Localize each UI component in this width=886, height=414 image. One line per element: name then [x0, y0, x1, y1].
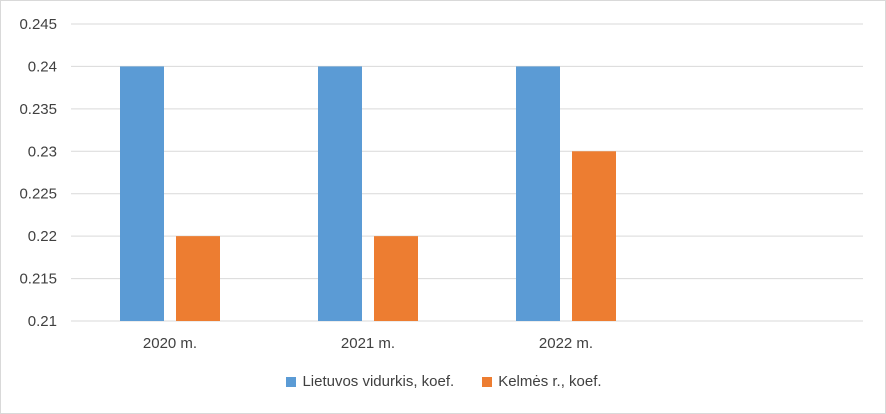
x-tick-label: 2020 m.: [143, 335, 197, 352]
y-tick-label: 0.245: [19, 16, 57, 33]
legend-label-series-2: Kelmės r., koef.: [498, 373, 602, 390]
bar-series-2-3: [572, 151, 616, 321]
legend-item-series-1: Lietuvos vidurkis, koef.: [286, 373, 454, 390]
y-tick-label: 0.21: [28, 313, 57, 330]
bar-chart: 0.21 0.215 0.22 0.225 0.23 0.235 0.24 0.245 2020…: [19, 16, 863, 352]
x-tick-label: 2021 m.: [341, 335, 395, 352]
bar-series-1-3: [516, 66, 560, 321]
legend-swatch-series-2: [482, 376, 493, 387]
bar-series-2-2: [374, 236, 418, 321]
y-tick-label: 0.23: [28, 143, 57, 160]
y-tick-label: 0.24: [28, 58, 57, 75]
y-tick-label: 0.235: [19, 101, 57, 118]
legend: Lietuvos vidurkis, koef. Kelmės r., koef…: [1, 373, 886, 390]
x-tick-label: 2022 m.: [539, 335, 593, 352]
legend-label-series-1: Lietuvos vidurkis, koef.: [302, 373, 455, 390]
bar-series-1-2: [318, 66, 362, 321]
bar-series-1-1: [120, 66, 164, 321]
y-tick-label: 0.225: [19, 186, 57, 203]
legend-swatch-series-1: [286, 376, 297, 387]
bar-series-2-1: [176, 236, 220, 321]
y-tick-label: 0.22: [28, 228, 57, 245]
y-tick-label: 0.215: [19, 271, 57, 288]
legend-item-series-2: Kelmės r., koef.: [482, 373, 602, 390]
